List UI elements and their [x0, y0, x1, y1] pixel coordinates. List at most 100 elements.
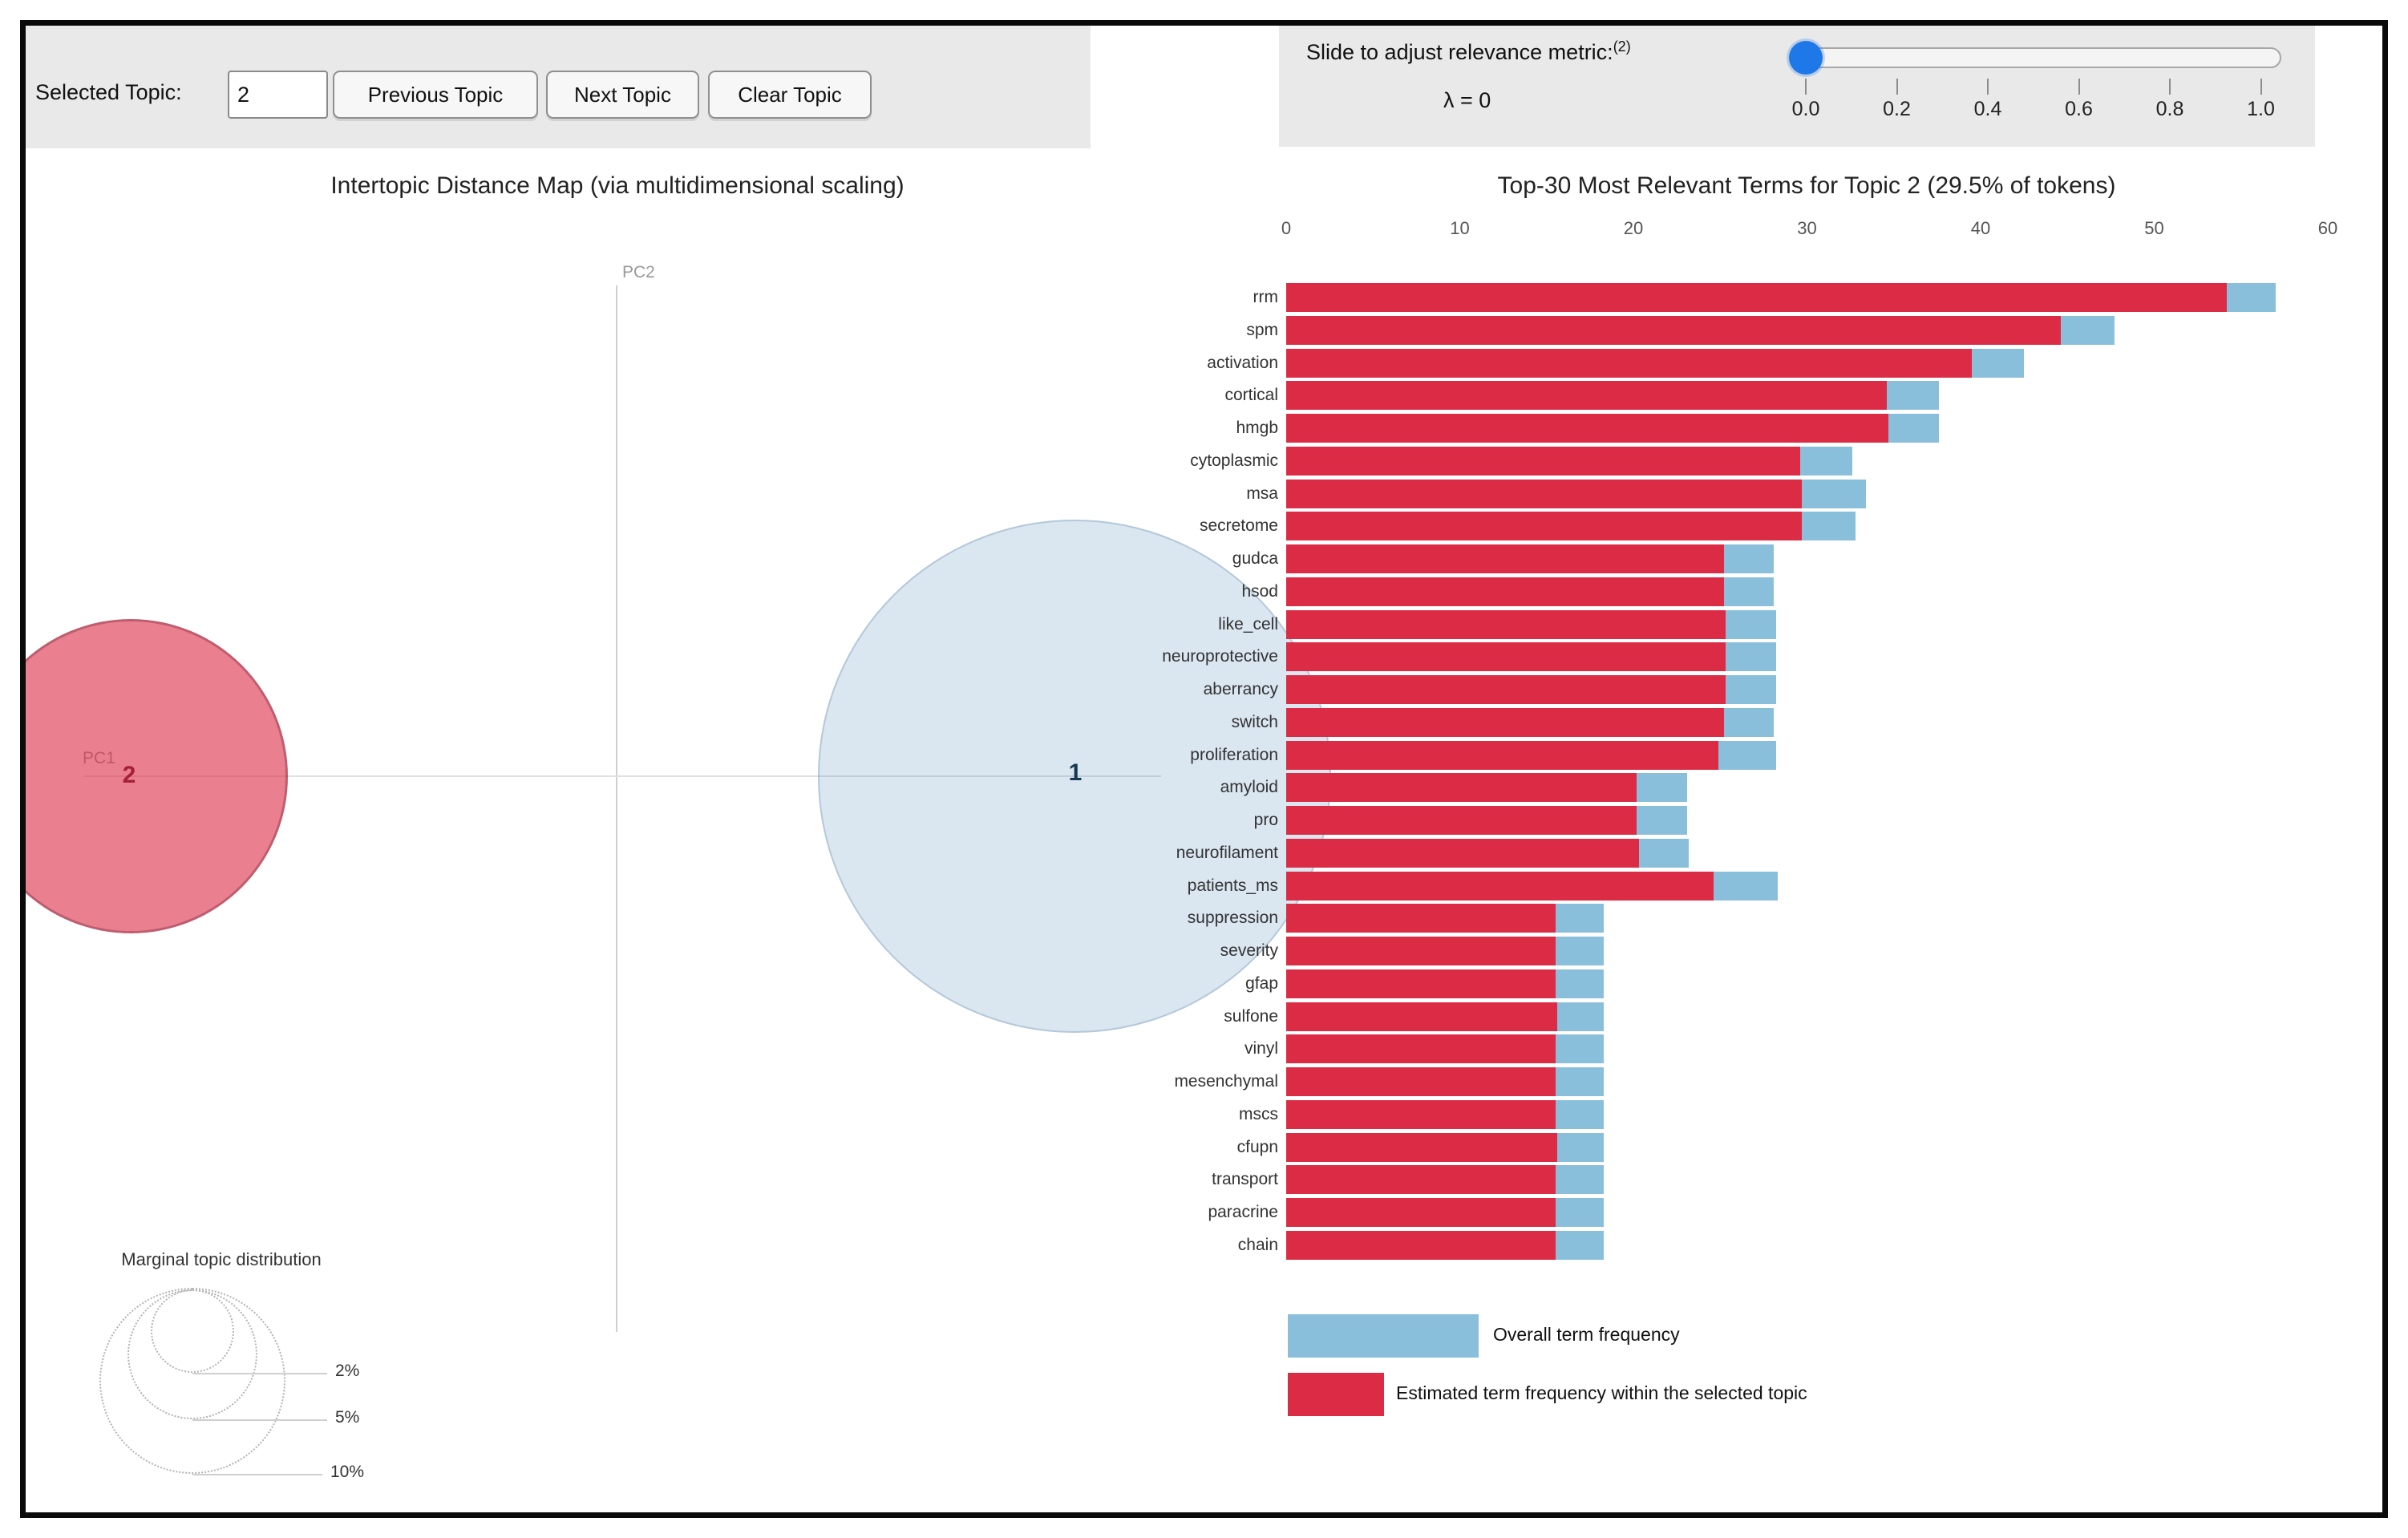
term-label[interactable]: gudca — [1232, 549, 1278, 568]
term-label[interactable]: spm — [1246, 320, 1278, 339]
barchart-x-tick: 50 — [2144, 218, 2164, 238]
topic-2-circle[interactable] — [26, 619, 288, 933]
term-label[interactable]: like_cell — [1218, 614, 1278, 633]
topic-frequency-bar[interactable] — [1286, 609, 1726, 639]
topic-frequency-bar[interactable] — [1286, 1002, 1557, 1031]
relevance-footnote: (2) — [1613, 38, 1631, 55]
term-label[interactable]: patients_ms — [1187, 876, 1278, 895]
topic-frequency-bar[interactable] — [1286, 773, 1637, 803]
term-label[interactable]: cortical — [1224, 386, 1278, 405]
term-label[interactable]: pro — [1253, 811, 1278, 829]
slider-tick-mark — [1805, 79, 1807, 95]
previous-topic-button[interactable]: Previous Topic — [333, 71, 538, 119]
term-label[interactable]: mscs — [1239, 1104, 1278, 1123]
term-label[interactable]: activation — [1207, 353, 1278, 372]
overall-frequency-legend: Overall term frequency — [1493, 1324, 1680, 1345]
relevance-slider-handle[interactable] — [1789, 41, 1823, 75]
topic-frequency-bar[interactable] — [1286, 1099, 1556, 1129]
pc2-axis-line — [616, 285, 617, 1332]
topic-frequency-bar[interactable] — [1286, 1067, 1556, 1096]
relevance-slider-track[interactable] — [1796, 47, 2281, 68]
term-label[interactable]: aberrancy — [1203, 680, 1278, 698]
topic-frequency-bar[interactable] — [1286, 1230, 1556, 1260]
topic-frequency-bar[interactable] — [1286, 381, 1888, 411]
topic-frequency-bar[interactable] — [1286, 1034, 1556, 1064]
term-label[interactable]: amyloid — [1220, 778, 1278, 797]
topic-frequency-bar[interactable] — [1286, 642, 1726, 672]
topic-frequency-bar[interactable] — [1286, 1198, 1556, 1227]
topic-frequency-bar[interactable] — [1286, 544, 1724, 573]
term-label[interactable]: severity — [1220, 941, 1278, 960]
pc1-axis-line — [84, 775, 1161, 777]
slider-tick-mark — [1896, 79, 1898, 95]
topic-frequency-legend: Estimated term frequency within the sele… — [1396, 1382, 1807, 1403]
barchart-title: Top-30 Most Relevant Terms for Topic 2 (… — [1497, 172, 2116, 199]
term-label[interactable]: hsod — [1241, 581, 1278, 601]
topic-frequency-bar[interactable] — [1286, 1165, 1556, 1195]
topic-frequency-bar[interactable] — [1286, 512, 1802, 541]
marginal-circle-10pct — [99, 1288, 285, 1474]
term-label[interactable]: cytoplasmic — [1190, 451, 1278, 470]
pc2-axis-label: PC2 — [622, 263, 655, 281]
topic-frequency-bar[interactable] — [1286, 871, 1714, 901]
slider-tick-label: 0.8 — [2155, 98, 2184, 120]
topic-frequency-bar[interactable] — [1286, 969, 1556, 998]
topic-frequency-bar[interactable] — [1286, 806, 1637, 835]
lambda-value-label: λ = 0 — [1443, 88, 1491, 112]
selected-topic-input[interactable] — [228, 71, 328, 119]
overall-frequency-swatch — [1288, 1314, 1479, 1358]
term-label[interactable]: rrm — [1253, 288, 1278, 306]
topic-1-circle[interactable] — [818, 520, 1331, 1033]
topic-frequency-bar[interactable] — [1286, 283, 2228, 312]
term-label[interactable]: proliferation — [1190, 745, 1278, 764]
barchart-x-tick: 0 — [1281, 218, 1292, 238]
selected-topic-label: Selected Topic: — [35, 80, 182, 104]
topic-frequency-bar[interactable] — [1286, 577, 1724, 606]
term-label[interactable]: cfupn — [1236, 1137, 1278, 1156]
slider-tick-mark — [2078, 79, 2080, 95]
marginal-label-10pct: 10% — [330, 1463, 365, 1481]
term-label[interactable]: sulfone — [1224, 1006, 1278, 1026]
topic-2-label[interactable]: 2 — [122, 762, 136, 788]
slider-tick-label: 0.2 — [1883, 98, 1911, 120]
slider-tick-mark — [2169, 79, 2171, 95]
term-label[interactable]: suppression — [1187, 909, 1278, 928]
topic-frequency-bar[interactable] — [1286, 740, 1719, 770]
marginal-line-5pct — [192, 1419, 327, 1421]
marginal-distribution-title: Marginal topic distribution — [121, 1249, 322, 1269]
term-label[interactable]: transport — [1212, 1170, 1278, 1189]
topic-frequency-bar[interactable] — [1286, 1132, 1557, 1162]
topic-frequency-bar[interactable] — [1286, 937, 1556, 965]
barchart-x-tick: 20 — [1623, 218, 1644, 238]
topic-frequency-bar[interactable] — [1286, 838, 1639, 868]
term-label[interactable]: gfap — [1245, 973, 1278, 993]
topic-frequency-bar[interactable] — [1286, 414, 1889, 443]
topic-frequency-bar[interactable] — [1286, 348, 1973, 378]
plot-canvas: Selected Topic: Previous Topic Next Topi… — [26, 26, 2382, 1512]
term-label[interactable]: vinyl — [1244, 1039, 1278, 1058]
topic-frequency-bar[interactable] — [1286, 904, 1556, 933]
term-label[interactable]: switch — [1231, 712, 1278, 731]
term-label[interactable]: hmgb — [1236, 419, 1278, 437]
slider-tick-label: 0.4 — [1973, 98, 2002, 120]
topic-frequency-bar[interactable] — [1286, 675, 1726, 704]
barchart-x-tick: 10 — [1450, 218, 1470, 238]
term-label[interactable]: neurofilament — [1176, 843, 1278, 862]
topic-frequency-bar[interactable] — [1286, 315, 2061, 345]
slider-tick-label: 0.6 — [2065, 98, 2093, 120]
term-label[interactable]: msa — [1246, 484, 1278, 503]
term-label[interactable]: neuroprotective — [1162, 647, 1278, 666]
marginal-label-5pct: 5% — [335, 1408, 360, 1427]
term-label[interactable]: mesenchymal — [1174, 1072, 1278, 1091]
next-topic-button[interactable]: Next Topic — [546, 71, 699, 119]
topic-frequency-bar[interactable] — [1286, 479, 1802, 508]
term-label[interactable]: secretome — [1199, 516, 1278, 536]
topic-1-label[interactable]: 1 — [1068, 759, 1083, 786]
topic-frequency-bar[interactable] — [1286, 446, 1800, 476]
term-label[interactable]: paracrine — [1208, 1203, 1278, 1221]
topic-frequency-bar[interactable] — [1286, 707, 1724, 737]
term-label[interactable]: chain — [1237, 1235, 1278, 1254]
clear-topic-button[interactable]: Clear Topic — [708, 71, 872, 119]
slider-tick-mark — [2260, 79, 2262, 95]
marginal-label-2pct: 2% — [335, 1362, 360, 1380]
